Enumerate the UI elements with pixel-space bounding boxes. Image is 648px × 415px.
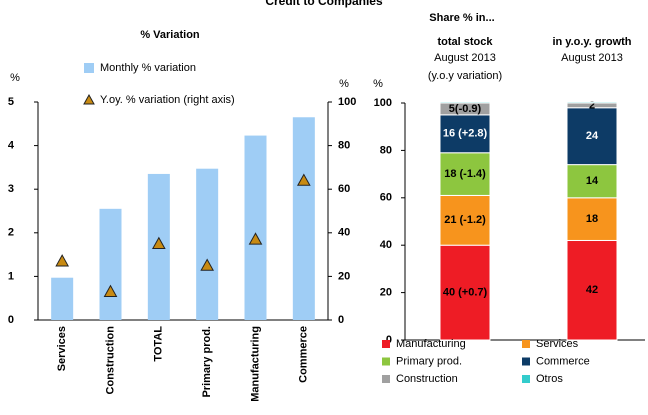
data-label: 14 xyxy=(586,175,599,187)
y-tick-label: 1 xyxy=(8,270,14,282)
data-label: 2 xyxy=(589,99,595,111)
y2-tick-label: 0 xyxy=(338,314,344,326)
bar xyxy=(51,277,74,320)
legend-swatch xyxy=(382,375,390,383)
legend-label: Otros xyxy=(536,373,563,385)
y2-tick-label: 60 xyxy=(338,183,350,195)
legend-label: Commerce xyxy=(536,355,590,367)
column-note: August 2013 xyxy=(561,52,623,64)
legend-label: Y.oy. % variation (right axis) xyxy=(100,94,235,106)
legend-label: Primary prod. xyxy=(396,355,462,367)
legend-label: Services xyxy=(536,338,579,350)
data-label: 5(-0.9) xyxy=(449,103,482,115)
legend-swatch xyxy=(522,357,530,366)
marker xyxy=(248,232,263,245)
legend-swatch xyxy=(84,63,94,73)
y-axis-label: % xyxy=(10,72,20,84)
y-tick-label: 3 xyxy=(8,183,14,195)
y-tick-label: 60 xyxy=(380,192,392,204)
column-note: August 2013 xyxy=(434,52,496,64)
bar-segment xyxy=(566,164,618,199)
bar-segment xyxy=(566,239,618,341)
x-tick-label: Primary prod. xyxy=(201,326,213,398)
legend-label: Construction xyxy=(396,373,458,385)
page-title: Credit to Companies xyxy=(265,0,383,8)
marker xyxy=(103,284,118,297)
column-header: in y.o.y. growth xyxy=(552,36,631,48)
data-label: 18 (-1.4) xyxy=(444,168,486,180)
column-header: total stock xyxy=(437,36,493,48)
bar xyxy=(292,117,315,320)
bar xyxy=(244,135,267,320)
y2-tick-label: 100 xyxy=(338,96,356,108)
marker xyxy=(55,254,70,267)
right-title: Share % in... xyxy=(429,12,494,24)
y-tick-label: 80 xyxy=(380,144,392,156)
x-tick-label: TOTAL xyxy=(153,326,165,362)
data-label: 40 (+0.7) xyxy=(443,287,488,299)
y-tick-label: 0 xyxy=(386,334,392,346)
left-title: % Variation xyxy=(140,29,200,41)
legend-swatch xyxy=(382,357,390,366)
y-tick-label: 20 xyxy=(380,287,392,299)
y2-tick-label: 80 xyxy=(338,140,350,152)
data-label: 24 xyxy=(586,130,599,142)
x-tick-label: Services xyxy=(56,326,68,371)
x-tick-label: Manufacturing xyxy=(249,326,261,402)
data-label: 21 (-1.2) xyxy=(444,214,486,226)
marker xyxy=(200,258,215,271)
y-tick-label: 100 xyxy=(374,97,392,109)
y-tick-label: 5 xyxy=(8,96,14,108)
bar xyxy=(196,168,219,320)
marker xyxy=(296,173,311,186)
bar-segment xyxy=(566,107,618,166)
bar-segment xyxy=(566,101,618,104)
legend-swatch xyxy=(522,375,530,383)
y-tick-label: 2 xyxy=(8,227,14,239)
legend-label: Monthly % variation xyxy=(100,62,196,74)
column-note: (y.o.y variation) xyxy=(428,70,502,82)
bar-segment xyxy=(439,194,491,246)
y-axis-label: % xyxy=(373,78,383,90)
data-label: 42 xyxy=(586,284,598,296)
x-tick-label: Commerce xyxy=(298,326,310,383)
legend-swatch xyxy=(522,340,530,348)
data-label: 18 xyxy=(586,213,598,225)
y2-axis-label: % xyxy=(339,78,349,90)
legend-swatch xyxy=(83,93,95,105)
y-tick-label: 0 xyxy=(8,314,14,326)
data-label: 16 (+2.8) xyxy=(443,128,488,140)
legend-label: Manufacturing xyxy=(396,338,466,350)
bar xyxy=(99,208,122,320)
y-tick-label: 4 xyxy=(8,140,15,152)
bar-segment xyxy=(566,197,618,241)
y2-tick-label: 40 xyxy=(338,227,350,239)
y-tick-label: 40 xyxy=(380,239,392,251)
legend-swatch xyxy=(382,340,390,348)
marker xyxy=(151,236,166,249)
x-tick-label: Construction xyxy=(104,326,116,395)
y2-tick-label: 20 xyxy=(338,270,350,282)
bar-segment xyxy=(439,101,491,104)
